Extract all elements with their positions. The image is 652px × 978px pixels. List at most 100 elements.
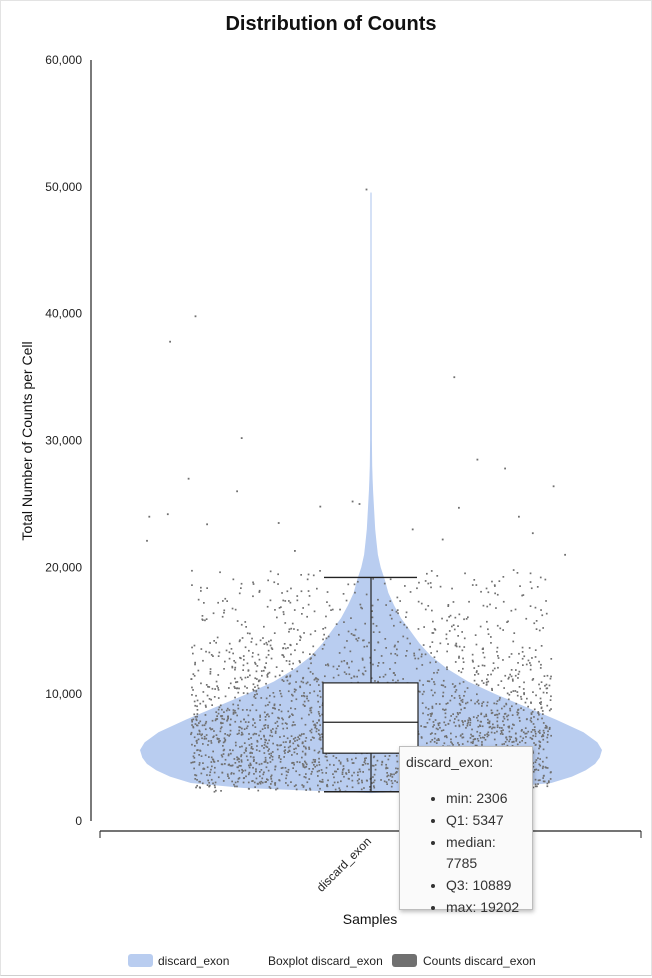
count-point — [200, 586, 202, 589]
count-point — [228, 687, 230, 689]
count-point — [361, 607, 363, 610]
count-point — [253, 689, 255, 692]
count-point — [257, 680, 260, 683]
count-point — [514, 732, 517, 735]
count-point — [322, 638, 324, 641]
count-point — [325, 664, 327, 666]
count-point — [261, 777, 264, 780]
count-point — [385, 767, 387, 770]
count-point — [258, 591, 261, 593]
count-point — [517, 662, 519, 664]
count-point — [279, 758, 282, 761]
count-point — [321, 771, 324, 774]
count-point — [270, 647, 273, 649]
count-point — [225, 649, 228, 652]
count-point — [365, 593, 368, 596]
count-point — [477, 719, 479, 722]
count-point — [480, 590, 482, 593]
count-point — [319, 696, 322, 698]
y-tick-label: 0 — [75, 814, 82, 828]
count-point — [224, 733, 226, 735]
count-point — [542, 722, 545, 724]
count-point — [207, 779, 209, 782]
count-point — [224, 738, 227, 741]
count-point — [369, 656, 372, 659]
count-point — [396, 771, 398, 773]
count-point — [508, 725, 511, 728]
count-point — [461, 701, 464, 703]
count-point — [263, 744, 266, 746]
count-point — [396, 781, 398, 784]
count-point — [268, 786, 271, 788]
count-point — [477, 725, 480, 728]
count-point — [328, 604, 331, 607]
count-point — [231, 666, 234, 669]
count-point — [488, 720, 491, 723]
count-point — [471, 742, 474, 744]
count-point — [236, 785, 238, 788]
count-point — [284, 600, 287, 602]
count-point — [247, 773, 250, 776]
count-point — [490, 636, 492, 638]
count-point — [203, 724, 206, 727]
legend-item-boxplot[interactable]: Boxplot discard_exon — [268, 954, 383, 968]
count-point — [243, 728, 246, 730]
count-point — [405, 655, 407, 657]
count-point — [196, 784, 198, 787]
count-point — [420, 655, 423, 658]
count-point — [522, 688, 525, 690]
count-point — [385, 766, 388, 769]
count-point — [239, 656, 241, 659]
count-point — [511, 705, 513, 708]
count-point — [200, 755, 203, 757]
count-point — [252, 581, 254, 584]
count-point — [205, 720, 208, 723]
count-point — [269, 599, 272, 602]
count-point — [229, 682, 232, 685]
count-point — [275, 788, 277, 791]
count-point — [239, 676, 242, 679]
count-point — [318, 719, 320, 721]
count-point — [471, 659, 474, 662]
count-point — [265, 745, 268, 748]
count-point — [288, 663, 291, 666]
count-point — [521, 646, 524, 649]
count-point — [307, 590, 310, 592]
count-point — [303, 705, 306, 707]
count-point — [472, 716, 475, 718]
count-point — [258, 589, 261, 592]
count-point — [348, 666, 350, 669]
count-point — [291, 713, 293, 716]
count-point — [204, 714, 207, 716]
count-point — [252, 652, 254, 654]
count-point — [325, 753, 328, 755]
count-point — [313, 690, 316, 693]
legend-item-points[interactable]: Counts discard_exon — [392, 954, 536, 968]
count-point — [310, 731, 313, 734]
count-point — [230, 718, 232, 721]
count-point — [207, 685, 209, 688]
count-point — [310, 728, 313, 731]
count-point — [418, 581, 420, 584]
count-point — [345, 673, 348, 675]
count-point — [216, 685, 219, 687]
count-point — [195, 740, 198, 742]
count-point — [266, 643, 269, 646]
count-point — [508, 730, 511, 733]
count-point — [302, 703, 305, 706]
count-point — [255, 768, 257, 770]
count-point — [436, 671, 439, 674]
count-point — [193, 713, 196, 716]
count-point — [483, 736, 485, 739]
count-point — [244, 676, 247, 679]
count-point — [482, 736, 484, 739]
count-point — [471, 653, 474, 656]
count-point — [496, 726, 499, 728]
count-point — [227, 715, 229, 718]
count-point — [327, 663, 329, 666]
count-point — [301, 695, 303, 697]
count-point — [443, 742, 446, 745]
count-point — [450, 738, 452, 741]
count-point — [451, 587, 453, 590]
legend-item-violin[interactable]: discard_exon — [128, 954, 229, 968]
